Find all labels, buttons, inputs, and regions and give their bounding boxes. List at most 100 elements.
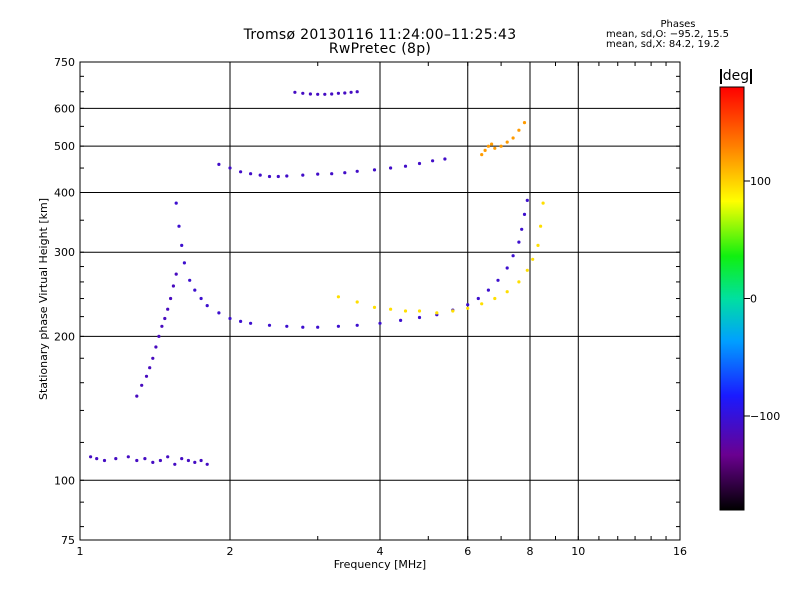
data-point (403, 164, 408, 168)
data-point (517, 280, 521, 284)
data-point (285, 324, 289, 328)
data-point (205, 462, 209, 466)
y-tick-label: 75 (61, 534, 75, 547)
colorbar-tick-label: 100 (750, 175, 771, 188)
data-point (144, 374, 149, 378)
data-point (169, 296, 173, 301)
chart-subtitle: RwPretec (8p) (328, 41, 432, 57)
x-tick-label: 8 (527, 545, 534, 558)
data-point (443, 157, 447, 161)
chart-title: Tromsø 20130116 11:24:00–11:25:43 (243, 27, 517, 43)
data-point (316, 92, 320, 96)
data-point (403, 309, 408, 313)
data-point (389, 307, 393, 311)
y-tick-label: 300 (54, 246, 75, 259)
data-point (525, 268, 529, 272)
data-point (486, 288, 490, 292)
data-point (276, 174, 280, 179)
data-point (293, 90, 297, 94)
data-point (336, 324, 340, 328)
data-point (166, 455, 170, 459)
y-tick-label: 500 (54, 140, 75, 153)
x-tick-label: 16 (673, 545, 687, 558)
data-point (102, 458, 107, 463)
data-point (511, 136, 515, 140)
data-point (95, 457, 99, 461)
data-point (182, 261, 186, 265)
data-point (180, 457, 184, 461)
colorbar-unit-label: deg (719, 69, 753, 84)
y-axis-label: Stationary phase Virtual Height [km] (37, 198, 50, 400)
data-point (160, 324, 164, 328)
data-point (228, 166, 232, 170)
data-point (166, 307, 170, 311)
data-point (476, 296, 480, 301)
data-point (417, 161, 422, 166)
data-point (205, 304, 209, 308)
data-point (301, 173, 305, 177)
data-point (186, 458, 190, 463)
data-point (180, 243, 184, 247)
y-tick-label: 200 (54, 330, 75, 343)
data-point (258, 173, 262, 177)
data-point (239, 170, 243, 174)
data-point (143, 457, 147, 461)
data-point (323, 92, 327, 96)
data-point (435, 311, 439, 315)
data-point (135, 394, 139, 398)
data-point (154, 345, 158, 349)
data-point (355, 323, 359, 327)
data-point (285, 174, 289, 178)
data-point (349, 90, 353, 94)
data-point (517, 240, 521, 244)
colorbar-tick-label: 0 (750, 293, 757, 306)
data-point (431, 159, 435, 163)
data-point (174, 201, 178, 205)
data-point (157, 334, 161, 338)
data-point (158, 458, 162, 463)
y-tick-label: 600 (54, 102, 75, 115)
colorbar-unit: deg (718, 68, 754, 84)
stats-title: Phases (660, 19, 696, 30)
data-point (417, 309, 422, 313)
y-tick-label: 400 (54, 186, 75, 199)
data-point (239, 319, 243, 323)
data-point (531, 257, 535, 261)
data-point (330, 172, 334, 176)
data-point (163, 316, 167, 321)
data-point (217, 311, 221, 315)
data-point (199, 458, 203, 463)
data-point (517, 128, 521, 132)
data-point (525, 198, 529, 202)
data-point (330, 92, 334, 96)
data-point (389, 166, 393, 170)
data-point (522, 212, 527, 216)
data-point (522, 121, 527, 125)
x-tick-label: 6 (464, 545, 471, 558)
data-point (505, 290, 509, 294)
data-point (140, 383, 144, 387)
data-point (301, 91, 305, 95)
data-point (493, 296, 497, 301)
data-point (114, 457, 118, 461)
phase-colorbar: 100 0 −100 (719, 86, 780, 511)
data-point (355, 90, 359, 94)
data-point (126, 455, 130, 459)
data-point (372, 305, 377, 309)
x-tick-label: 2 (227, 545, 234, 558)
data-point (193, 460, 197, 464)
data-point (417, 315, 422, 320)
x-tick-label: 1 (77, 545, 84, 558)
data-point (148, 366, 152, 370)
data-point (171, 284, 175, 288)
data-point (177, 224, 181, 228)
data-point (399, 318, 403, 322)
data-point (301, 325, 305, 329)
data-point (480, 302, 484, 306)
x-tick-label: 10 (571, 545, 585, 558)
data-point (466, 303, 470, 307)
data-point (151, 356, 155, 360)
data-point (355, 169, 359, 173)
data-point (188, 278, 192, 282)
